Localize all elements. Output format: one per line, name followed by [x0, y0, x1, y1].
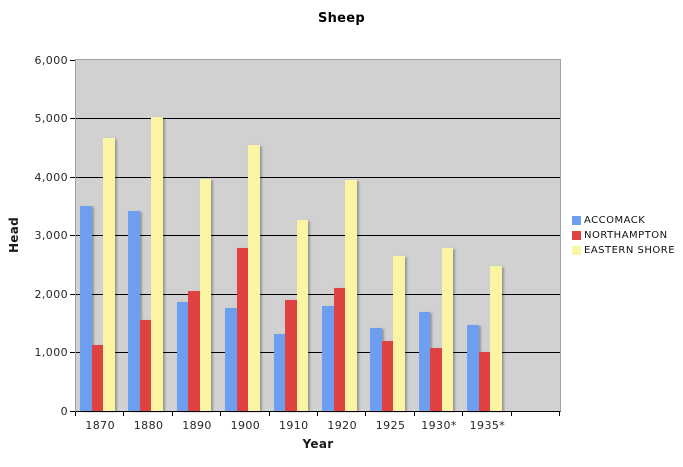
- bar-eastern-shore-1900: [248, 145, 260, 411]
- x-tick-label: 1925: [375, 419, 406, 432]
- bar-northampton-1890: [188, 291, 200, 411]
- legend-item: ACCOMACK: [572, 214, 675, 226]
- x-axis-tick: [365, 412, 366, 416]
- bar-northampton-1935: [478, 352, 491, 411]
- y-tick-label: 4,000: [34, 171, 68, 184]
- bar-northampton-1930: [430, 348, 442, 411]
- legend-swatch-accomack: [572, 215, 581, 225]
- x-axis-tick: [220, 412, 221, 416]
- legend-label: NORTHAMPTON: [584, 229, 668, 241]
- gridline: [76, 235, 560, 236]
- x-axis-tick: [317, 412, 318, 416]
- x-axis-tick: [75, 412, 76, 416]
- legend-swatch-eastern-shore: [572, 245, 581, 255]
- bar-accomack-1920: [322, 306, 334, 411]
- x-axis-tick: [462, 412, 463, 416]
- x-tick-label: 1880: [133, 419, 164, 432]
- y-axis-tick: [70, 118, 75, 119]
- x-axis-tick: [269, 412, 270, 416]
- gridline: [76, 118, 560, 119]
- legend-item: EASTERN SHORE: [572, 244, 676, 256]
- y-axis-tick: [70, 235, 75, 236]
- bar-northampton-1920: [333, 288, 345, 411]
- x-tick-label: 1920: [327, 419, 357, 432]
- bar-northampton-1900: [236, 248, 249, 411]
- gridline: [76, 294, 560, 295]
- bar-accomack-1935: [467, 325, 479, 411]
- bar-northampton-1870: [91, 345, 103, 411]
- bar-northampton-1880: [139, 320, 152, 411]
- bar-eastern-shore-1880: [151, 117, 163, 411]
- y-tick-label: 3,000: [34, 229, 68, 242]
- bar-accomack-1910: [273, 334, 286, 411]
- y-tick-label: 1,000: [34, 346, 68, 359]
- bar-accomack-1900: [225, 308, 237, 411]
- gridline: [76, 177, 560, 178]
- bar-northampton-1925: [381, 341, 394, 411]
- legend-item: NORTHAMPTON: [572, 229, 675, 241]
- x-tick-label: 1910: [278, 419, 309, 432]
- bar-eastern-shore-1925: [393, 256, 405, 411]
- bar-accomack-1930: [418, 312, 431, 411]
- bar-accomack-1870: [80, 206, 92, 411]
- legend-label: EASTERN SHORE: [584, 244, 676, 256]
- y-axis-tick: [70, 60, 75, 61]
- legend-swatch-northampton: [572, 230, 581, 240]
- x-tick-label: 1900: [230, 419, 261, 432]
- x-axis-tick: [414, 412, 415, 416]
- bar-accomack-1880: [128, 211, 140, 411]
- chart-title: Sheep: [317, 11, 366, 26]
- y-axis-tick: [70, 411, 75, 412]
- y-axis-tick: [70, 177, 75, 178]
- bar-accomack-1925: [370, 328, 382, 411]
- bar-eastern-shore-1920: [345, 180, 357, 411]
- y-axis-tick: [70, 294, 75, 295]
- bar-accomack-1890: [176, 302, 189, 411]
- x-axis-tick: [123, 412, 124, 416]
- y-tick-label: 6,000: [34, 54, 68, 67]
- x-axis-tick: [172, 412, 173, 416]
- x-axis-tick: [511, 412, 512, 416]
- x-tick-label: 1870: [85, 419, 115, 432]
- x-tick-label: 1930*: [421, 419, 457, 432]
- x-axis-title: Year: [302, 437, 334, 451]
- bar-eastern-shore-1930: [441, 248, 454, 411]
- bar-eastern-shore-1935: [490, 266, 502, 411]
- legend: ACCOMACK NORTHAMPTON EASTERN SHORE: [572, 215, 675, 260]
- y-tick-label: 0: [60, 405, 68, 418]
- x-axis-tick: [559, 412, 560, 416]
- legend-label: ACCOMACK: [584, 214, 646, 226]
- plot-area: [75, 59, 561, 412]
- y-axis-tick: [70, 352, 75, 353]
- x-tick-label: 1890: [182, 419, 212, 432]
- y-tick-label: 2,000: [34, 288, 68, 301]
- gridline: [76, 352, 560, 353]
- bar-eastern-shore-1870: [103, 138, 115, 411]
- x-tick-label: 1935*: [469, 419, 506, 432]
- bar-eastern-shore-1890: [199, 179, 212, 411]
- y-tick-label: 5,000: [34, 112, 68, 125]
- bar-northampton-1910: [285, 300, 297, 411]
- bar-eastern-shore-1910: [296, 220, 309, 411]
